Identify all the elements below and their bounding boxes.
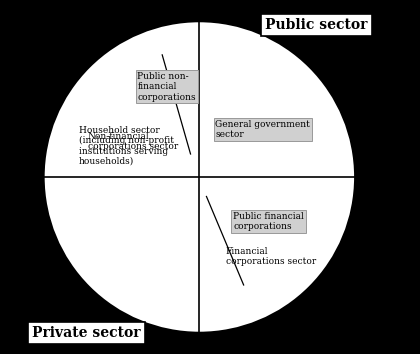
- Text: Financial
corporations sector: Financial corporations sector: [226, 247, 316, 266]
- Text: Public financial
corporations: Public financial corporations: [233, 212, 304, 231]
- Text: Household sector
(including non-profit
institutions serving
households): Household sector (including non-profit i…: [79, 126, 174, 166]
- Text: General government
sector: General government sector: [215, 120, 310, 139]
- Text: Public non-
financial
corporations: Public non- financial corporations: [137, 72, 196, 102]
- Text: Public sector: Public sector: [265, 18, 368, 32]
- Text: Non-financial
corporations sector: Non-financial corporations sector: [88, 132, 178, 151]
- Circle shape: [44, 21, 355, 333]
- Text: Private sector: Private sector: [32, 326, 140, 340]
